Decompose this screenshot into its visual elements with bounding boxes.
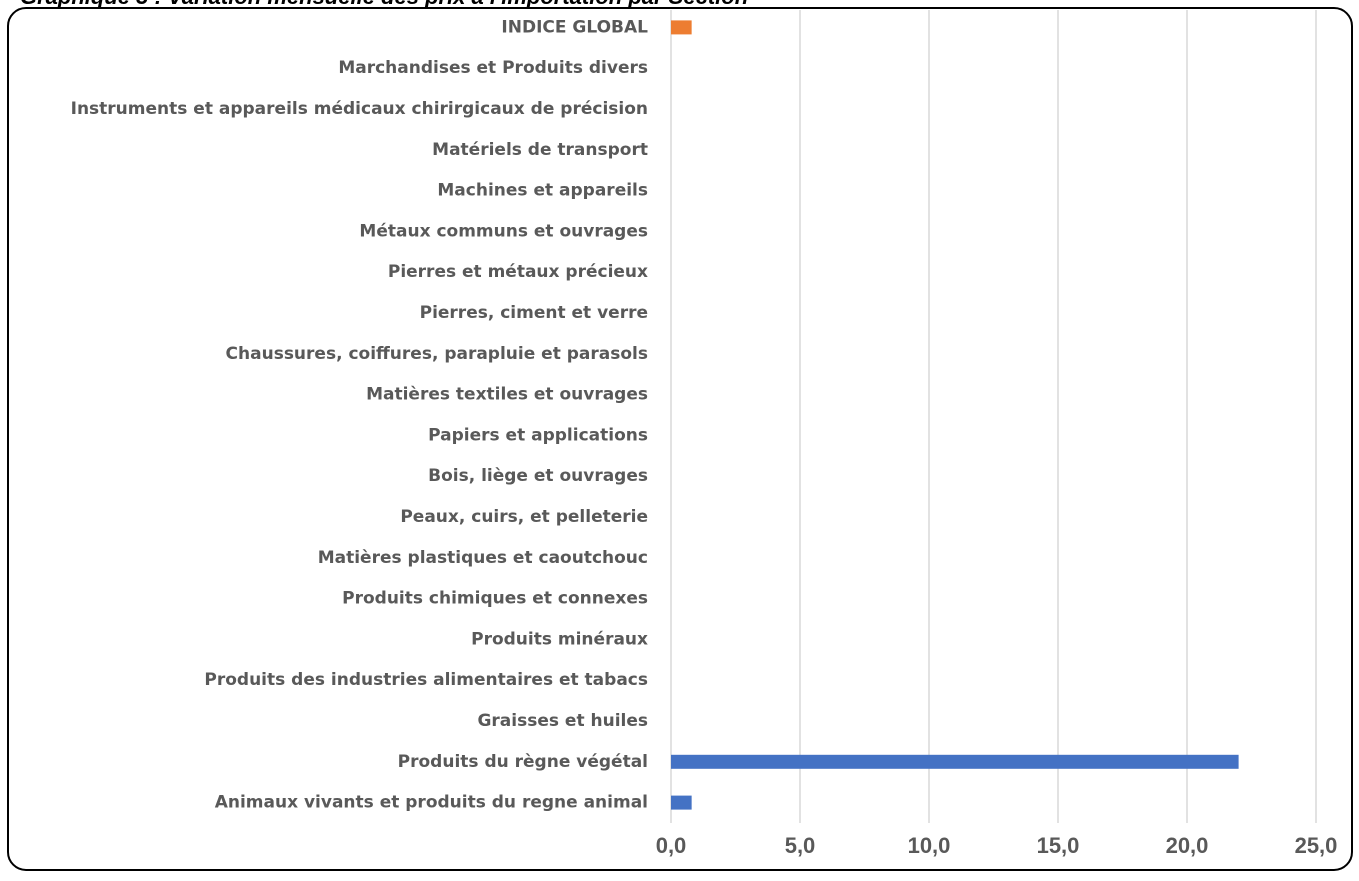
x-tick-label: 20,0 — [1166, 833, 1209, 858]
y-tick-label: Matières plastiques et caoutchouc — [318, 548, 648, 568]
y-tick-label: Métaux communs et ouvrages — [359, 221, 648, 241]
y-tick-label: Machines et appareils — [437, 181, 648, 201]
chart-frame — [7, 7, 1353, 871]
x-tick-label: 5,0 — [785, 833, 816, 858]
y-tick-label: Instruments et appareils médicaux chirir… — [71, 99, 648, 119]
y-tick-label: Matériels de transport — [432, 140, 648, 160]
y-tick-label: Graisses et huiles — [477, 711, 648, 731]
y-tick-label: Bois, liège et ouvrages — [428, 466, 648, 486]
y-tick-label: Produits du règne végétal — [398, 752, 648, 772]
bar — [671, 20, 692, 35]
y-tick-label: Produits chimiques et connexes — [342, 589, 648, 609]
y-tick-label: Pierres et métaux précieux — [388, 262, 648, 282]
chart-title: Graphique 3 : Variation mensuelle des pr… — [20, 0, 748, 9]
y-tick-label: Marchandises et Produits divers — [338, 58, 648, 78]
x-tick-label: 10,0 — [908, 833, 951, 858]
y-tick-label: INDICE GLOBAL — [501, 17, 648, 37]
y-tick-label: Pierres, ciment et verre — [420, 303, 648, 323]
x-tick-label: 15,0 — [1037, 833, 1080, 858]
bar — [671, 795, 692, 810]
x-tick-label: 25,0 — [1295, 833, 1338, 858]
y-tick-label: Chaussures, coiffures, parapluie et para… — [226, 344, 648, 364]
bar — [671, 754, 1239, 769]
y-tick-label: Papiers et applications — [428, 425, 648, 445]
y-tick-label: Produits minéraux — [471, 629, 648, 649]
y-tick-label: Peaux, cuirs, et pelleterie — [400, 507, 648, 527]
x-tick-label: 0,0 — [656, 833, 687, 858]
y-tick-label: Produits des industries alimentaires et … — [204, 670, 648, 690]
y-tick-label: Animaux vivants et produits du regne ani… — [215, 793, 648, 813]
y-tick-label: Matières textiles et ouvrages — [366, 385, 648, 405]
